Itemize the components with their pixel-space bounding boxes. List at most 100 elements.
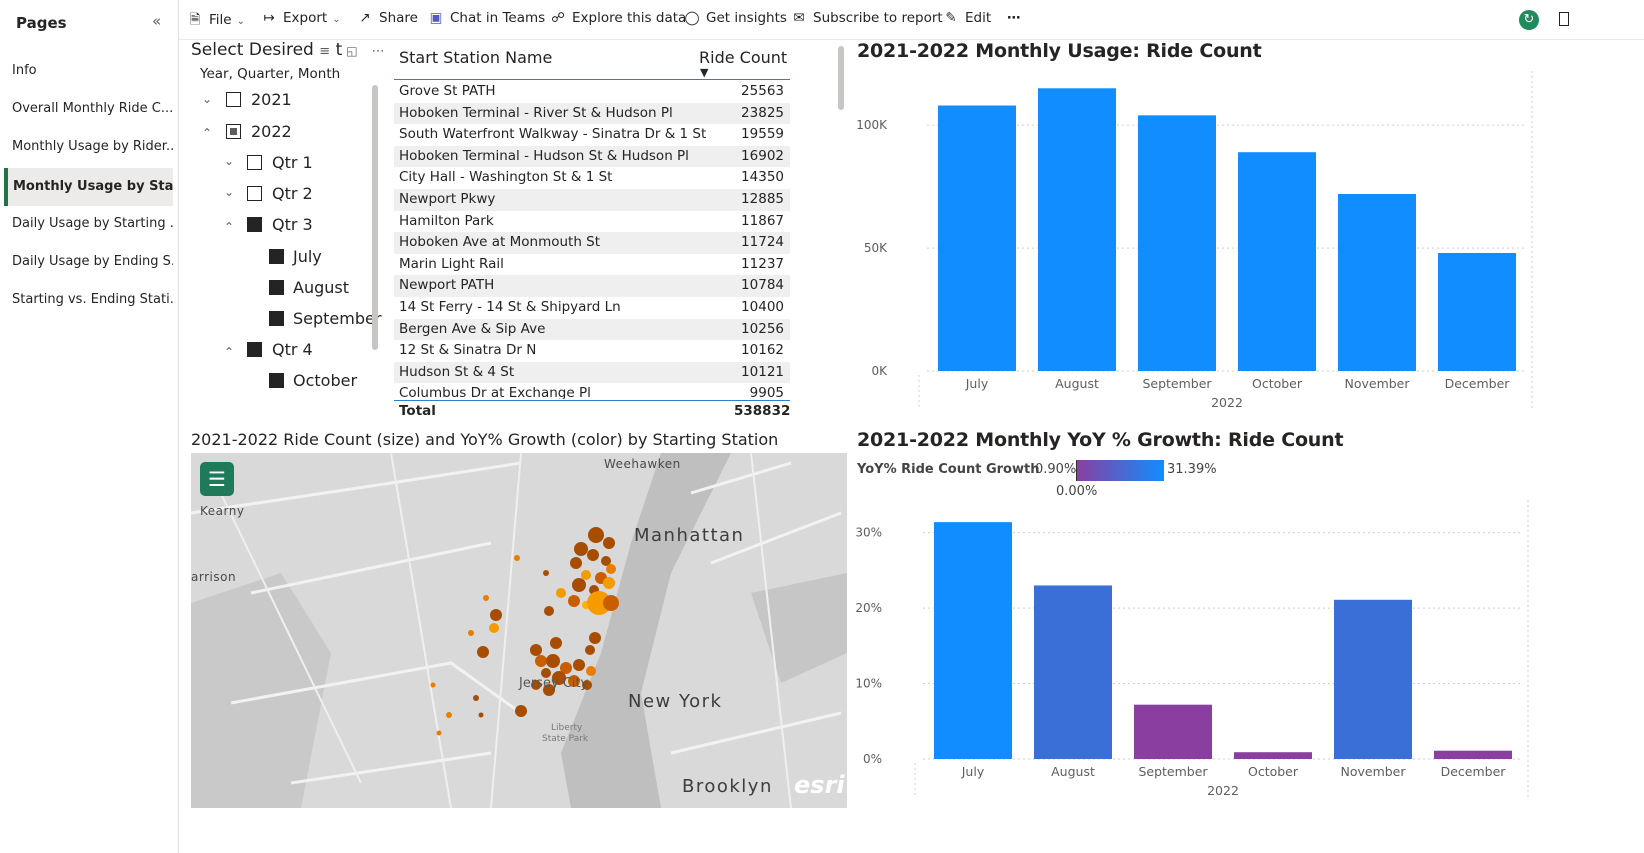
table-row[interactable]: Bergen Ave & Sip Ave 10256 bbox=[394, 318, 790, 341]
table-row[interactable]: Grove St PATH 25563 bbox=[394, 81, 790, 103]
table-row[interactable]: Hoboken Terminal - Hudson St & Hudson Pl… bbox=[394, 145, 790, 168]
x-tick-label: October bbox=[1252, 376, 1303, 391]
checkbox-september[interactable] bbox=[269, 311, 284, 326]
subscribe-button[interactable]: ✉ Subscribe to report bbox=[791, 10, 942, 26]
table-row[interactable]: Hamilton Park 11867 bbox=[394, 211, 790, 233]
page-item-monthly-usage-rider[interactable]: Monthly Usage by Rider... bbox=[12, 139, 173, 154]
table-total-divider bbox=[394, 400, 790, 401]
pencil-icon: ✎ bbox=[945, 10, 957, 26]
slicer-node-qtr1[interactable]: Qtr 1 bbox=[272, 153, 313, 172]
table-row[interactable]: City Hall - Washington St & 1 St 14350 bbox=[394, 167, 790, 189]
edit-button[interactable]: ✎ Edit bbox=[943, 10, 991, 26]
legend-gradient bbox=[1076, 460, 1164, 481]
slicer-scrollbar[interactable] bbox=[372, 85, 378, 350]
checkbox-qtr3[interactable] bbox=[247, 217, 262, 232]
chevron-down-icon[interactable]: ⌄ bbox=[224, 185, 235, 199]
ride-count: 12885 bbox=[741, 191, 784, 207]
slicer-node-2021[interactable]: 2021 bbox=[251, 90, 292, 109]
bar-november[interactable] bbox=[1338, 194, 1416, 371]
column-header-station[interactable]: Start Station Name bbox=[399, 48, 553, 67]
slicer-node-qtr4[interactable]: Qtr 4 bbox=[272, 340, 313, 359]
explore-data-button[interactable]: ☍ Explore this data bbox=[550, 10, 686, 26]
slicer-node-september[interactable]: September bbox=[293, 309, 382, 328]
checkbox-august[interactable] bbox=[269, 280, 284, 295]
legend-title: YoY% Ride Count Growth bbox=[857, 462, 1040, 477]
x-tick-label: August bbox=[1051, 764, 1095, 779]
chevron-up-icon[interactable]: ⌃ bbox=[202, 126, 213, 140]
bar-september[interactable] bbox=[1134, 704, 1212, 759]
bar-august[interactable] bbox=[1038, 88, 1116, 372]
station-bubbles bbox=[430, 527, 619, 736]
column-header-ride-count[interactable]: Ride Count bbox=[699, 48, 788, 67]
page-item-starting-vs-ending[interactable]: Starting vs. Ending Stati... bbox=[12, 292, 173, 307]
page-item-overall-monthly[interactable]: Overall Monthly Ride C... bbox=[12, 101, 173, 116]
bar-november[interactable] bbox=[1334, 599, 1412, 759]
chevron-up-icon[interactable]: ⌃ bbox=[224, 220, 235, 234]
ride-count: 11724 bbox=[741, 234, 784, 251]
station-name: City Hall - Washington St & 1 St bbox=[399, 169, 613, 186]
table-row[interactable]: South Waterfront Walkway - Sinatra Dr & … bbox=[394, 124, 790, 146]
checkbox-qtr1[interactable] bbox=[247, 155, 262, 170]
slicer-node-august[interactable]: August bbox=[293, 278, 349, 297]
chevron-down-icon[interactable]: ⌄ bbox=[202, 92, 213, 106]
export-menu[interactable]: ↦ Export ⌄ bbox=[261, 10, 340, 26]
bar-october[interactable] bbox=[1238, 152, 1316, 371]
slicer-node-july[interactable]: July bbox=[293, 247, 322, 266]
table-row[interactable]: Columbus Dr at Exchange Pl 9905 bbox=[394, 383, 790, 399]
table-row[interactable]: 12 St & Sinatra Dr N 10162 bbox=[394, 340, 790, 362]
table-row[interactable]: Newport Pkwy 12885 bbox=[394, 189, 790, 211]
chevron-up-icon[interactable]: ⌃ bbox=[224, 345, 235, 359]
checkbox-july[interactable] bbox=[269, 249, 284, 264]
ride-count: 16902 bbox=[741, 147, 784, 164]
bar-august[interactable] bbox=[1034, 585, 1112, 759]
station-name: Columbus Dr at Exchange Pl bbox=[399, 385, 591, 400]
table-row[interactable]: Hoboken Ave at Monmouth St 11724 bbox=[394, 232, 790, 254]
get-insights-button[interactable]: ◯ Get insights bbox=[684, 10, 786, 26]
slicer-node-qtr2[interactable]: Qtr 2 bbox=[272, 184, 313, 203]
share-button[interactable]: ↗ Share bbox=[357, 10, 418, 26]
page-item-monthly-usage-station[interactable]: Monthly Usage by Star... bbox=[4, 168, 173, 206]
checkbox-2022[interactable] bbox=[226, 124, 241, 139]
comment-icon[interactable] bbox=[1559, 12, 1569, 26]
table-row[interactable]: 14 St Ferry - 14 St & Shipyard Ln 10400 bbox=[394, 297, 790, 319]
table-row[interactable]: Hudson St & 4 St 10121 bbox=[394, 361, 790, 384]
checkbox-october[interactable] bbox=[269, 373, 284, 388]
more-options-icon[interactable]: ⋯ bbox=[371, 44, 385, 59]
bar-july[interactable] bbox=[934, 522, 1012, 759]
file-menu[interactable]: 🗎 File ⌄ bbox=[187, 10, 245, 33]
slicer-node-2022[interactable]: 2022 bbox=[251, 122, 292, 141]
chevron-down-icon[interactable]: ⌄ bbox=[224, 154, 235, 168]
map-menu-icon[interactable]: ☰ bbox=[200, 462, 234, 496]
subscribe-icon: ✉ bbox=[793, 10, 805, 26]
station-name: Newport Pkwy bbox=[399, 191, 496, 207]
slicer-node-october[interactable]: October bbox=[293, 371, 358, 390]
checkbox-qtr4[interactable] bbox=[247, 342, 262, 357]
bar-december[interactable] bbox=[1438, 253, 1516, 371]
slicer-node-qtr3[interactable]: Qtr 3 bbox=[272, 215, 313, 234]
bar-september[interactable] bbox=[1138, 115, 1216, 371]
collapse-pane-icon[interactable]: « bbox=[152, 12, 162, 30]
bar-july[interactable] bbox=[938, 105, 1016, 372]
chat-in-teams-button[interactable]: ▣ Chat in Teams bbox=[428, 10, 546, 26]
station-name: Hoboken Ave at Monmouth St bbox=[399, 234, 601, 251]
checkbox-2021[interactable] bbox=[226, 92, 241, 107]
page-item-info[interactable]: Info bbox=[12, 63, 37, 78]
bar-october[interactable] bbox=[1234, 752, 1312, 759]
page-item-daily-ending[interactable]: Daily Usage by Ending S... bbox=[12, 254, 173, 269]
ride-count: 10256 bbox=[741, 320, 784, 337]
legend-max: 31.39% bbox=[1167, 462, 1217, 477]
table-row[interactable]: Marin Light Rail 11237 bbox=[394, 254, 790, 276]
page-item-daily-starting[interactable]: Daily Usage by Starting ... bbox=[12, 216, 173, 231]
checkbox-qtr2[interactable] bbox=[247, 186, 262, 201]
ride-count: 25563 bbox=[741, 83, 784, 99]
more-options-button[interactable]: ⋯ bbox=[1007, 10, 1021, 26]
refresh-icon[interactable]: ↻ bbox=[1519, 10, 1539, 30]
filter-icon[interactable]: ≡ bbox=[319, 44, 331, 59]
map-visual[interactable]: Weehawken Kearny arrison Manhattan Jerse… bbox=[191, 453, 847, 808]
table-row[interactable]: Newport PATH 10784 bbox=[394, 275, 790, 297]
focus-mode-icon[interactable]: ◱ bbox=[346, 44, 358, 58]
table-row[interactable]: Hoboken Terminal - River St & Hudson Pl 2… bbox=[394, 102, 790, 125]
bar-december[interactable] bbox=[1434, 750, 1512, 759]
table-scrollbar[interactable] bbox=[838, 46, 844, 110]
map-label-jersey-city: Jersey City bbox=[519, 676, 589, 691]
